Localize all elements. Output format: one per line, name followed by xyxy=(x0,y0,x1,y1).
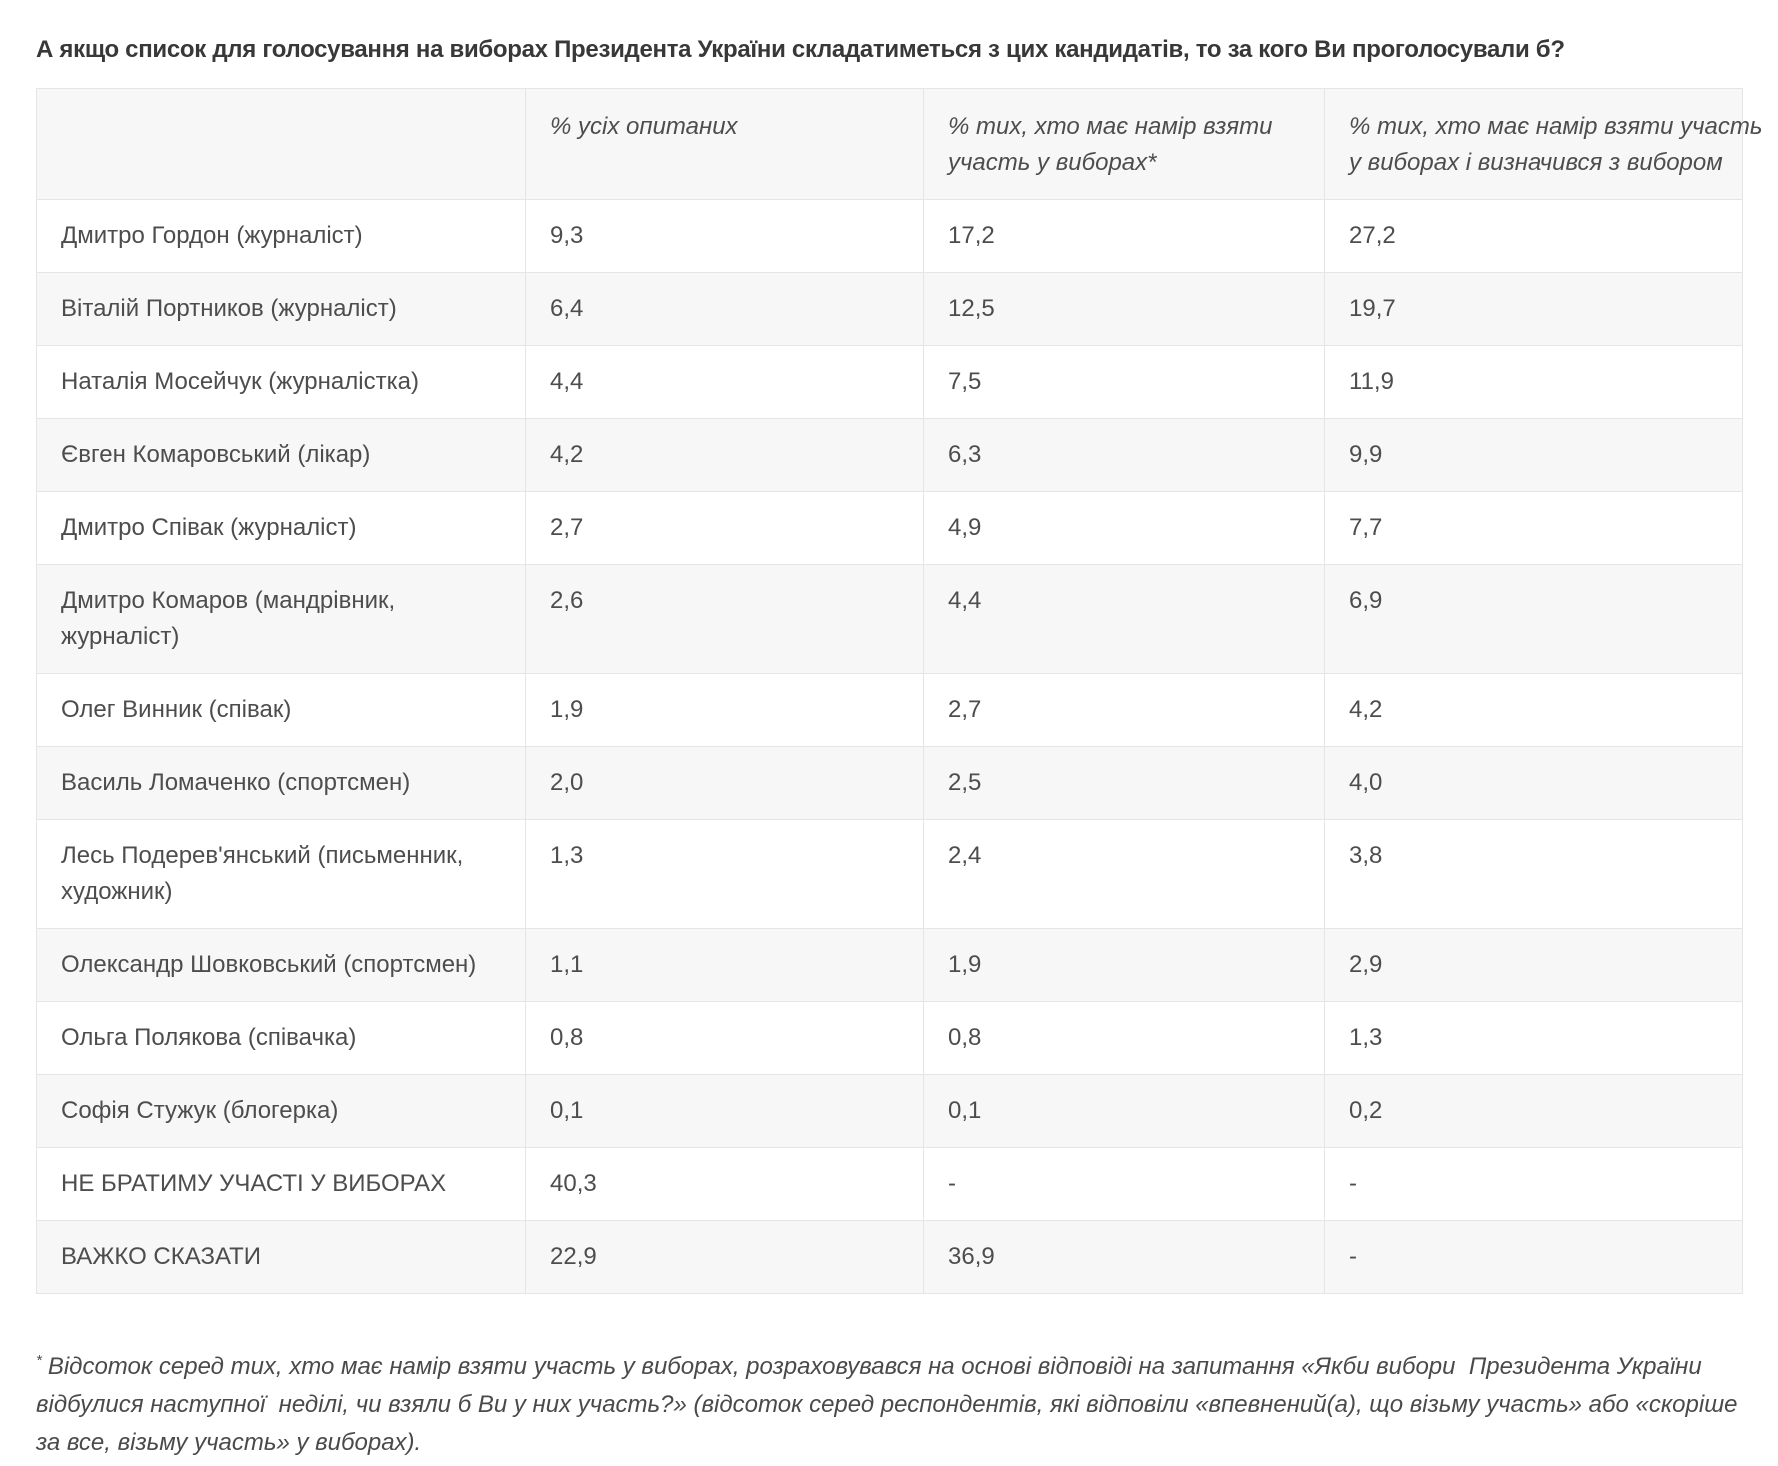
cell-percent-all: 4,2 xyxy=(525,418,924,492)
table-row: Дмитро Гордон (журналіст) 9,3 17,2 27,2 xyxy=(36,199,1743,273)
cell-percent-all: 1,3 xyxy=(525,819,924,929)
table-row: Ольга Полякова (співачка) 0,8 0,8 1,3 xyxy=(36,1001,1743,1075)
header-line: участь у виборах* xyxy=(948,149,1157,176)
table-row: Віталій Портников (журналіст) 6,4 12,5 1… xyxy=(36,272,1743,346)
cell-percent-all: 1,9 xyxy=(525,673,924,747)
footnote-line: * Відсоток серед тих, хто має намір взяти… xyxy=(36,1342,1742,1386)
cell-candidate: Дмитро Гордон (журналіст) xyxy=(36,199,526,273)
cell-percent-all: 1,1 xyxy=(525,928,924,1002)
cell-percent-intend: 4,9 xyxy=(923,491,1325,565)
survey-results-page: А якщо список для голосування на виборах… xyxy=(36,34,1763,1462)
page-title: А якщо список для голосування на виборах… xyxy=(36,36,1565,63)
cell-percent-decided: - xyxy=(1324,1220,1743,1294)
cell-percent-intend: 0,8 xyxy=(923,1001,1325,1075)
table-row: Олег Винник (співак) 1,9 2,7 4,2 xyxy=(36,673,1743,747)
cell-percent-intend: 2,4 xyxy=(923,819,1325,929)
cell-percent-decided: 19,7 xyxy=(1324,272,1743,346)
cell-percent-decided: 11,9 xyxy=(1324,345,1743,419)
cell-percent-intend: 17,2 xyxy=(923,199,1325,273)
cell-candidate: ВАЖКО СКАЗАТИ xyxy=(36,1220,526,1294)
cell-candidate: Євген Комаровський (лікар) xyxy=(36,418,526,492)
cell-percent-all: 40,3 xyxy=(525,1147,924,1221)
table-row: Олександр Шовковський (спортсмен) 1,1 1,… xyxy=(36,928,1743,1002)
cell-percent-all: 9,3 xyxy=(525,199,924,273)
cell-percent-intend: 7,5 xyxy=(923,345,1325,419)
table-row: Наталія Мосейчук (журналістка) 4,4 7,5 1… xyxy=(36,345,1743,419)
cell-percent-decided: 3,8 xyxy=(1324,819,1743,929)
cell-candidate: Софія Стужук (блогерка) xyxy=(36,1074,526,1148)
table-row: Дмитро Комаров (мандрівник, журналіст) 2… xyxy=(36,564,1743,674)
footnote-text: Відсоток серед тих, хто має намір взяти … xyxy=(47,1353,1702,1380)
table-row: Дмитро Співак (журналіст) 2,7 4,9 7,7 xyxy=(36,491,1743,565)
table-row: Лесь Подерев'янський (письменник, художн… xyxy=(36,819,1743,929)
cell-percent-decided: 0,2 xyxy=(1324,1074,1743,1148)
column-header-all-respondents: % усіх опитаних xyxy=(525,88,924,200)
cell-candidate: Ольга Полякова (співачка) xyxy=(36,1001,526,1075)
cell-percent-intend: 1,9 xyxy=(923,928,1325,1002)
cell-candidate: Дмитро Комаров (мандрівник, журналіст) xyxy=(36,564,526,674)
cell-candidate: Василь Ломаченко (спортсмен) xyxy=(36,746,526,820)
cell-candidate: НЕ БРАТИМУ УЧАСТІ У ВИБОРАХ xyxy=(36,1147,526,1221)
cell-percent-intend: - xyxy=(923,1147,1325,1221)
cell-percent-decided: 2,9 xyxy=(1324,928,1743,1002)
cell-percent-intend: 2,7 xyxy=(923,673,1325,747)
cell-percent-decided: 27,2 xyxy=(1324,199,1743,273)
footnote-line: відбулися наступної неділі, чи взяли б В… xyxy=(36,1391,1738,1418)
cell-percent-decided: 7,7 xyxy=(1324,491,1743,565)
footnote-asterisk-marker: * xyxy=(36,1352,42,1369)
cell-percent-intend: 36,9 xyxy=(923,1220,1325,1294)
table-row: Василь Ломаченко (спортсмен) 2,0 2,5 4,0 xyxy=(36,746,1743,820)
table-row: НЕ БРАТИМУ УЧАСТІ У ВИБОРАХ 40,3 - - xyxy=(36,1147,1743,1221)
table-row: ВАЖКО СКАЗАТИ 22,9 36,9 - xyxy=(36,1220,1743,1294)
header-line: % усіх опитаних xyxy=(550,113,738,140)
cell-percent-intend: 2,5 xyxy=(923,746,1325,820)
header-line: % тих, хто має намір взяти участь xyxy=(1349,113,1763,140)
cell-percent-intend: 6,3 xyxy=(923,418,1325,492)
column-header-intend-and-decided: % тих, хто має намір взяти участь у вибо… xyxy=(1324,88,1763,200)
cell-candidate: Олександр Шовковський (спортсмен) xyxy=(36,928,526,1002)
cell-percent-all: 4,4 xyxy=(525,345,924,419)
table-row: Софія Стужук (блогерка) 0,1 0,1 0,2 xyxy=(36,1074,1743,1148)
column-header-intend-to-vote: % тих, хто має намір взяти участь у вибо… xyxy=(923,88,1325,200)
cell-percent-decided: - xyxy=(1324,1147,1743,1221)
cell-percent-all: 2,0 xyxy=(525,746,924,820)
cell-percent-all: 0,1 xyxy=(525,1074,924,1148)
header-line: % тих, хто має намір взяти xyxy=(948,113,1273,140)
cell-percent-all: 2,6 xyxy=(525,564,924,674)
cell-percent-all: 0,8 xyxy=(525,1001,924,1075)
cell-percent-decided: 4,0 xyxy=(1324,746,1743,820)
cell-percent-intend: 4,4 xyxy=(923,564,1325,674)
cell-percent-all: 22,9 xyxy=(525,1220,924,1294)
cell-candidate: Дмитро Співак (журналіст) xyxy=(36,491,526,565)
header-line: у виборах і визначився з вибором xyxy=(1349,149,1723,176)
column-header-candidate xyxy=(36,88,526,200)
cell-percent-decided: 1,3 xyxy=(1324,1001,1743,1075)
cell-percent-decided: 4,2 xyxy=(1324,673,1743,747)
footnote: * Відсоток серед тих, хто має намір взяти… xyxy=(36,1342,1742,1462)
cell-percent-intend: 0,1 xyxy=(923,1074,1325,1148)
footnote-line: за все, візьму участь» у виборах). xyxy=(36,1429,422,1456)
cell-percent-all: 2,7 xyxy=(525,491,924,565)
cell-candidate: Олег Винник (співак) xyxy=(36,673,526,747)
poll-table: % усіх опитаних % тих, хто має намір взя… xyxy=(36,88,1763,1294)
cell-percent-all: 6,4 xyxy=(525,272,924,346)
header-row: % усіх опитаних % тих, хто має намір взя… xyxy=(36,88,1763,200)
cell-percent-decided: 9,9 xyxy=(1324,418,1743,492)
cell-candidate: Віталій Портников (журналіст) xyxy=(36,272,526,346)
cell-candidate: Наталія Мосейчук (журналістка) xyxy=(36,345,526,419)
table-row: Євген Комаровський (лікар) 4,2 6,3 9,9 xyxy=(36,418,1743,492)
cell-candidate: Лесь Подерев'янський (письменник, художн… xyxy=(36,819,526,929)
cell-percent-intend: 12,5 xyxy=(923,272,1325,346)
cell-percent-decided: 6,9 xyxy=(1324,564,1743,674)
